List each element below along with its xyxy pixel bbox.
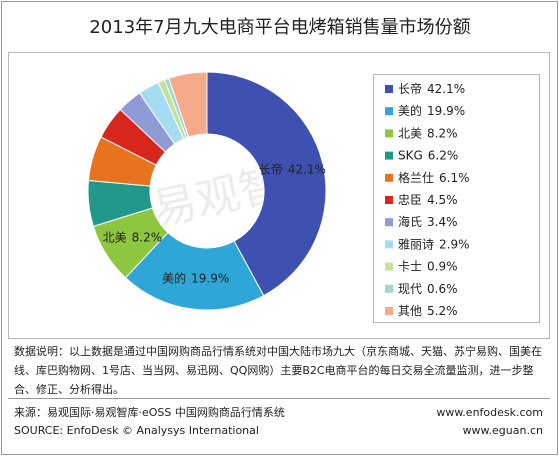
notes: 数据说明：以上数据是通过中国网购商品行情系统对中国大陆市场九大（京东商城、天猫、…: [14, 345, 542, 396]
legend-swatch: [385, 173, 393, 182]
label-value: 42.1%: [288, 162, 326, 176]
legend-entry: SKG 6.2%: [398, 148, 458, 162]
legend-swatch: [385, 307, 393, 315]
legend-entry: 北美 8.2%: [398, 126, 458, 140]
legend-name: SKG: [398, 148, 423, 162]
legend-swatch: [385, 196, 393, 204]
legend-name: 雅丽诗: [398, 236, 434, 251]
data-label: 北美 8.2%: [103, 230, 163, 244]
label-name: 美的: [162, 270, 186, 285]
legend-name: 北美: [398, 126, 422, 140]
chart-title: 2013年7月九大电商平台电烤箱销售量市场份额: [89, 17, 470, 38]
legend-swatch: [385, 262, 393, 271]
legend-swatch: [385, 151, 393, 160]
source-cn: 来源：易观国际·易观智库·eOSS 中国网购商品行情系统: [14, 406, 285, 419]
legend-name: 忠臣: [398, 193, 422, 207]
label-name: 北美: [103, 230, 127, 244]
legend-entry: 雅丽诗 2.9%: [398, 236, 470, 251]
legend-entry: 海氏 3.4%: [398, 214, 458, 229]
legend-swatch: [385, 107, 393, 116]
legend-value: 3.4%: [427, 215, 458, 229]
legend-swatch: [385, 284, 393, 293]
legend-value: 0.6%: [427, 281, 458, 295]
label-name: 长帝: [259, 161, 283, 176]
legend-entry: 格兰仕 6.1%: [398, 169, 470, 184]
legend-value: 4.5%: [427, 193, 458, 207]
legend-value: 6.2%: [428, 148, 459, 162]
legend-name: 格兰仕: [398, 169, 434, 184]
legend-swatch: [385, 129, 393, 138]
legend-value: 19.9%: [427, 104, 465, 118]
legend-name: 长帝: [398, 81, 422, 96]
legend-swatch: [385, 85, 393, 93]
legend-swatch: [385, 240, 393, 249]
site: www.eguan.cn: [462, 424, 543, 437]
legend-value: 5.2%: [427, 304, 458, 318]
legend-value: 42.1%: [427, 82, 465, 96]
chart-panel: [8, 52, 550, 339]
data-label: 长帝 42.1%: [259, 161, 326, 176]
source-en: SOURCE: EnfoDesk © Analysys Internationa…: [14, 424, 259, 437]
slice: [124, 231, 265, 311]
legend-entry: 卡士 0.9%: [398, 259, 458, 273]
slice: [168, 71, 208, 138]
legend-value: 2.9%: [439, 237, 470, 251]
legend-swatch: [385, 218, 393, 227]
legend-value: 6.1%: [439, 170, 470, 184]
legend-value: 8.2%: [427, 126, 458, 140]
legend-value: 0.9%: [427, 259, 458, 273]
legend-box: [373, 74, 540, 323]
legend-entry: 其他 5.2%: [398, 304, 458, 318]
legend-entry: 美的 19.9%: [398, 103, 465, 118]
slice: [206, 71, 327, 297]
legend-name: 其他: [398, 304, 422, 318]
legend-name: 卡士: [398, 259, 422, 273]
legend-entry: 长帝 42.1%: [398, 81, 465, 96]
legend-name: 海氏: [398, 214, 422, 229]
legend-entry: 现代 0.6%: [398, 281, 458, 295]
legend-name: 美的: [398, 103, 422, 118]
data-label: 美的 19.9%: [162, 270, 229, 285]
legend-entry: 忠臣 4.5%: [398, 193, 458, 207]
site: www.enfodesk.com: [436, 406, 543, 419]
label-value: 19.9%: [191, 271, 229, 285]
label-value: 8.2%: [132, 230, 163, 244]
legend-name: 现代: [398, 281, 422, 295]
